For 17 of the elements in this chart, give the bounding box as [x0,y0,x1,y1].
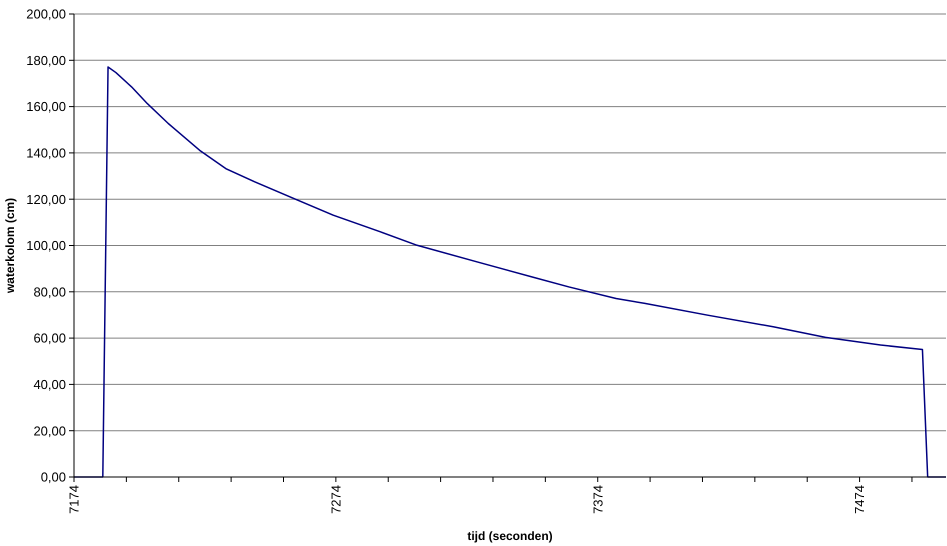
x-tick-label: 7474 [852,485,868,514]
y-tick-label: 140,00 [26,145,66,160]
y-tick-label: 200,00 [26,6,66,22]
x-axis-title: tijd (seconden) [467,529,553,543]
x-tick-label: 7274 [328,485,344,514]
y-tick-label: 40,00 [33,376,66,392]
y-tick-label: 60,00 [33,330,66,346]
y-tick-label: 80,00 [33,284,66,300]
x-tick-label: 7174 [66,485,82,514]
y-tick-label: 180,00 [26,52,66,68]
y-tick-label: 120,00 [26,192,66,207]
y-axis-title: waterkolom (cm) [3,198,17,294]
y-tick-label: 100,00 [26,238,66,254]
y-tick-label: 160,00 [26,99,66,114]
x-tick-label: 7374 [590,485,606,514]
y-tick-label: 20,00 [33,423,66,438]
y-tick-label: 0,00 [40,470,66,485]
